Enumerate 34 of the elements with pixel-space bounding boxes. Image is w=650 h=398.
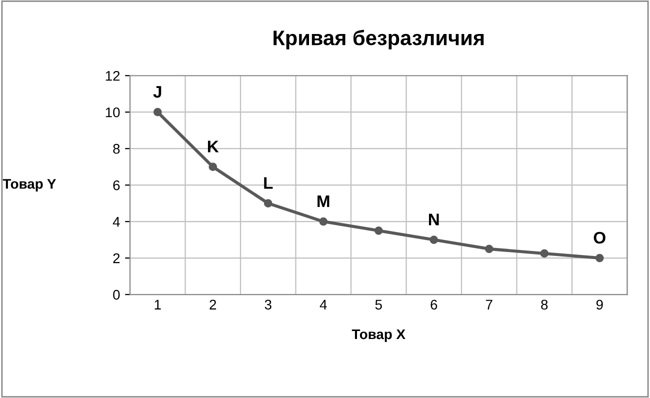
x-tick-label: 7 xyxy=(486,300,492,310)
point xyxy=(208,162,218,171)
chart-title: Кривая безразличия xyxy=(274,30,484,50)
annotation: K xyxy=(208,140,219,152)
annotation: M xyxy=(318,196,330,207)
point xyxy=(540,249,549,258)
x-tick-label: 1 xyxy=(154,300,161,310)
y-tick-label: 4 xyxy=(112,217,120,227)
point xyxy=(319,217,328,226)
y-tick-label: 6 xyxy=(113,180,120,190)
x-tick-label: 3 xyxy=(264,300,272,310)
x-tick-label: 9 xyxy=(596,300,603,310)
annotation: N xyxy=(428,214,439,226)
point xyxy=(374,226,383,235)
x-tick-label: 6 xyxy=(430,300,438,310)
y-tick-label: 12 xyxy=(106,70,120,81)
x-tick-label: 8 xyxy=(541,300,548,310)
y-tick-label: 0 xyxy=(113,290,120,300)
point xyxy=(264,199,272,208)
annotation: J xyxy=(153,86,162,98)
point xyxy=(430,236,438,244)
x-tick-label: 2 xyxy=(210,300,216,310)
annotation: L xyxy=(264,177,273,189)
y-axis-title: Товар Y xyxy=(2,179,56,192)
point xyxy=(153,108,162,116)
x-axis-title: Товар X xyxy=(352,330,406,342)
x-tick-label: 4 xyxy=(320,300,327,310)
y-tick-label: 2 xyxy=(113,253,120,264)
point xyxy=(484,244,494,254)
y-tick-label: 8 xyxy=(113,144,120,154)
x-tick-label: 5 xyxy=(375,300,382,310)
y-tick-label: 10 xyxy=(106,107,120,118)
annotation: O xyxy=(594,232,606,244)
point xyxy=(595,254,604,262)
